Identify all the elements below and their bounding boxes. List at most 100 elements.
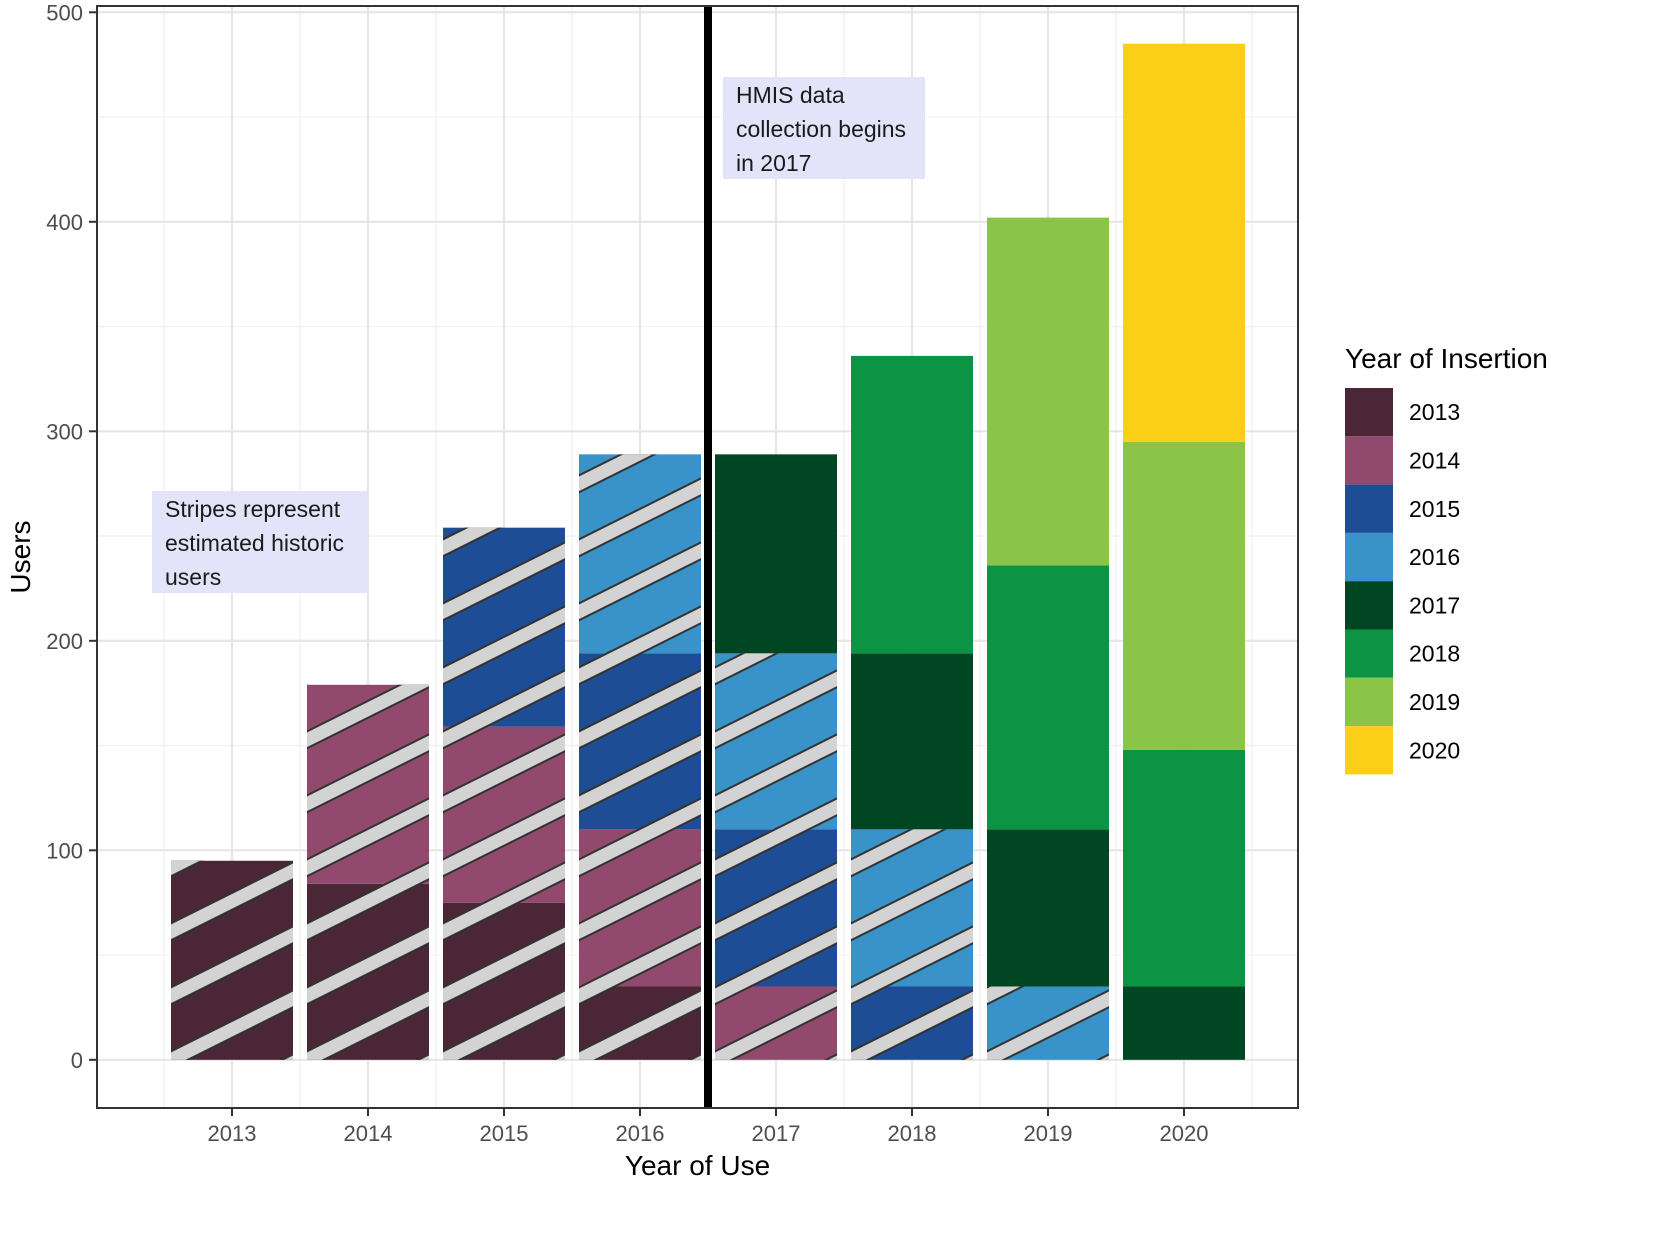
stripe xyxy=(715,653,837,684)
legend-key xyxy=(1345,388,1393,437)
stripes-bar-2017 xyxy=(715,653,837,1060)
axes: 0 100 200 300 400 500 2013 2014 2015 2016 2017 2018… xyxy=(5,0,1299,1181)
annotation-line: estimated historic xyxy=(165,530,344,556)
bar-segment-2019-2019 xyxy=(987,217,1109,566)
stripes-bar-2018 xyxy=(851,829,973,1060)
stripe xyxy=(443,798,565,876)
legend-item-2015: 2015 xyxy=(1345,484,1460,533)
x-axis-title: Year of Use xyxy=(625,1150,770,1181)
stripe xyxy=(579,862,701,940)
stripe xyxy=(987,986,1021,1004)
legend-label: 2017 xyxy=(1409,592,1460,618)
legend-label: 2019 xyxy=(1409,689,1460,715)
panel-border xyxy=(96,5,1299,1109)
x-tick-label: 2016 xyxy=(616,1121,665,1146)
annotation-box-1: HMIS data collection begins in 2017 xyxy=(723,77,925,179)
bar-segment-2018-2017 xyxy=(851,653,973,830)
stripe xyxy=(579,454,701,492)
x-tick-label: 2013 xyxy=(208,1121,257,1146)
legend-label: 2018 xyxy=(1409,641,1460,667)
stripe xyxy=(443,527,565,556)
y-tick-label: 100 xyxy=(46,838,83,863)
stripe xyxy=(443,862,565,940)
stripe xyxy=(579,478,701,556)
legend-item-2013: 2013 xyxy=(1345,388,1460,437)
stripe xyxy=(715,990,837,1060)
stripe xyxy=(715,926,837,1004)
y-tick-label: 0 xyxy=(71,1048,83,1073)
stripe xyxy=(307,990,429,1060)
annotation-line: Stripes represent xyxy=(165,496,341,522)
stripe xyxy=(307,862,429,940)
stripe xyxy=(307,734,429,812)
annotation-background xyxy=(723,77,925,179)
x-tick-label: 2015 xyxy=(480,1121,529,1146)
annotation-background xyxy=(152,491,368,593)
bar-segment-2020-2019 xyxy=(1123,441,1245,750)
legend-key xyxy=(1345,629,1393,678)
y-axis-title: Users xyxy=(5,520,36,593)
stripe xyxy=(443,670,565,748)
annotation-line: in 2017 xyxy=(736,150,811,176)
stripe xyxy=(443,926,565,1004)
bar-segment-2017-2017 xyxy=(715,454,837,654)
stripes-bar-2016 xyxy=(579,454,701,1060)
legend-label: 2014 xyxy=(1409,447,1460,473)
legend-item-2018: 2018 xyxy=(1345,629,1460,678)
legend-item-2020: 2020 xyxy=(1345,726,1460,775)
bar-segment-2020-2020 xyxy=(1123,43,1245,442)
stripe xyxy=(443,542,565,620)
stripe xyxy=(715,670,837,748)
y-tick-label: 500 xyxy=(46,0,83,25)
stripe xyxy=(987,991,1109,1060)
y-tick-label: 200 xyxy=(46,629,83,654)
stripe xyxy=(443,606,565,684)
stripe xyxy=(579,990,701,1060)
stripe xyxy=(579,606,701,684)
legend-title: Year of Insertion xyxy=(1345,343,1548,374)
legend-key xyxy=(1345,532,1393,582)
stripe xyxy=(171,863,293,940)
stripe xyxy=(851,829,973,876)
x-tick-label: 2019 xyxy=(1024,1121,1073,1146)
legend-item-2019: 2019 xyxy=(1345,677,1460,727)
legend-label: 2013 xyxy=(1409,399,1460,425)
stripe xyxy=(715,862,837,940)
stripe xyxy=(579,798,701,876)
legend-item-2014: 2014 xyxy=(1345,436,1460,485)
stripe xyxy=(307,926,429,1004)
legend-item-2017: 2017 xyxy=(1345,581,1460,630)
bar-segment-2019-2017 xyxy=(987,829,1109,987)
legend-label: 2016 xyxy=(1409,544,1460,570)
bar-segment-2020-2018 xyxy=(1123,749,1245,987)
stripes-bar-2013 xyxy=(171,860,293,1060)
stripe xyxy=(715,798,837,876)
annotation-line: collection begins xyxy=(736,116,906,142)
annotations: HMIS data collection begins in 2017 Stripes… xyxy=(152,77,925,593)
legend-item-2016: 2016 xyxy=(1345,532,1460,582)
stripe xyxy=(307,798,429,876)
stripes xyxy=(171,454,1109,1060)
bar-segment-2020-2017 xyxy=(1123,986,1245,1060)
x-tick-label: 2020 xyxy=(1160,1121,1209,1146)
y-tick-label: 300 xyxy=(46,419,83,444)
stripe xyxy=(579,670,701,748)
stripe xyxy=(171,991,293,1060)
stripes-bar-2015 xyxy=(443,527,565,1060)
bar-segment-2019-2018 xyxy=(987,565,1109,830)
stripe xyxy=(715,734,837,812)
annotation-line: HMIS data xyxy=(736,82,845,108)
legend-key xyxy=(1345,484,1393,533)
legend: Year of Insertion 2013 2014 2015 2016 2017 201… xyxy=(1345,343,1548,775)
bar-segment-2018-2018 xyxy=(851,355,973,654)
stripe xyxy=(443,734,565,812)
legend-key xyxy=(1345,677,1393,727)
stripe xyxy=(851,926,973,1004)
stripes-bar-2014 xyxy=(307,684,429,1060)
stripe xyxy=(579,542,701,620)
x-tick-label: 2017 xyxy=(752,1121,801,1146)
legend-key xyxy=(1345,436,1393,485)
legend-key xyxy=(1345,581,1393,630)
